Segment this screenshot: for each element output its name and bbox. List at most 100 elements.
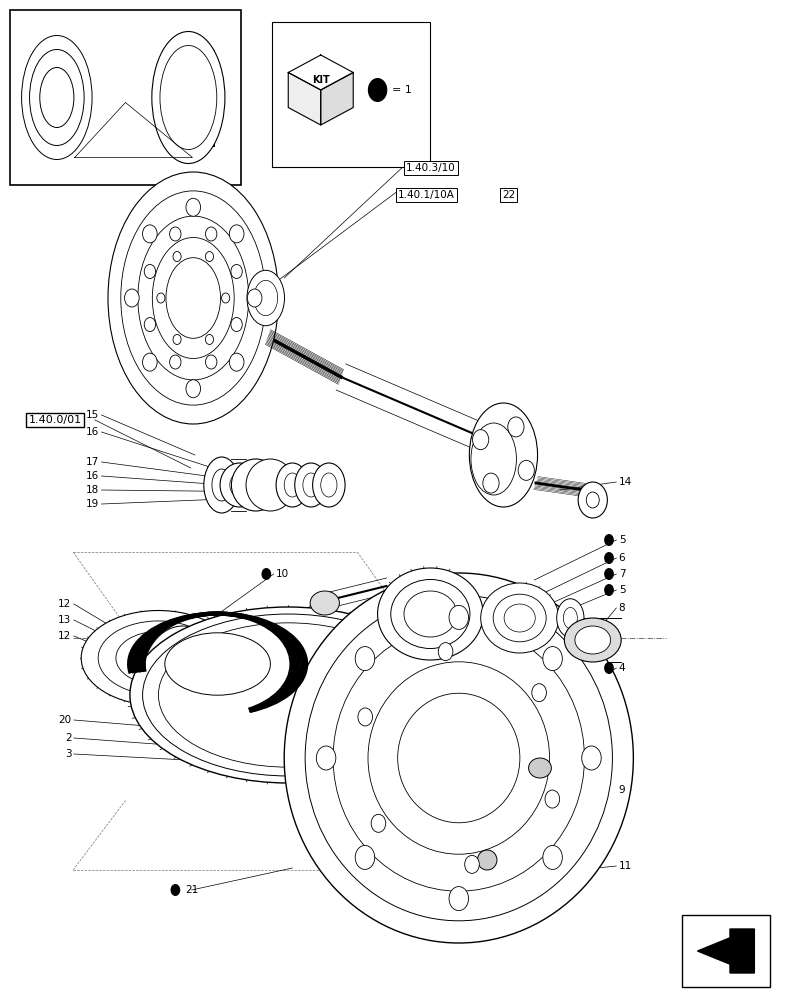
Circle shape bbox=[603, 552, 613, 564]
Circle shape bbox=[205, 227, 217, 241]
Text: 2: 2 bbox=[65, 733, 71, 743]
Circle shape bbox=[448, 605, 468, 629]
Text: 15: 15 bbox=[86, 410, 99, 420]
Polygon shape bbox=[697, 929, 753, 973]
Bar bbox=[169, 49, 214, 145]
Ellipse shape bbox=[564, 618, 620, 662]
Text: 22: 22 bbox=[501, 190, 514, 200]
Text: = 1: = 1 bbox=[392, 85, 411, 95]
Ellipse shape bbox=[492, 594, 546, 642]
Ellipse shape bbox=[142, 626, 223, 734]
Circle shape bbox=[316, 746, 336, 770]
Ellipse shape bbox=[563, 607, 577, 629]
Ellipse shape bbox=[152, 31, 225, 163]
Circle shape bbox=[354, 845, 374, 869]
Ellipse shape bbox=[81, 610, 235, 706]
Ellipse shape bbox=[294, 463, 327, 507]
Circle shape bbox=[144, 264, 156, 278]
Ellipse shape bbox=[586, 492, 599, 508]
Text: 14: 14 bbox=[618, 477, 631, 487]
Circle shape bbox=[603, 568, 613, 580]
Ellipse shape bbox=[276, 463, 308, 507]
Ellipse shape bbox=[108, 172, 278, 424]
Circle shape bbox=[507, 417, 523, 437]
Text: 19: 19 bbox=[86, 499, 99, 509]
Circle shape bbox=[143, 353, 157, 371]
Circle shape bbox=[221, 293, 230, 303]
Bar bbox=[681, 915, 769, 987]
Ellipse shape bbox=[528, 758, 551, 778]
Circle shape bbox=[543, 845, 562, 869]
Bar bbox=[169, 49, 214, 145]
Text: 18: 18 bbox=[86, 485, 99, 495]
Ellipse shape bbox=[231, 459, 280, 511]
Text: 5: 5 bbox=[618, 535, 624, 545]
Text: 6: 6 bbox=[618, 553, 624, 563]
Ellipse shape bbox=[220, 463, 259, 507]
Circle shape bbox=[205, 355, 217, 369]
Ellipse shape bbox=[212, 469, 231, 501]
Circle shape bbox=[603, 584, 613, 596]
Ellipse shape bbox=[230, 473, 249, 497]
Circle shape bbox=[173, 252, 181, 262]
Ellipse shape bbox=[404, 591, 456, 637]
Ellipse shape bbox=[303, 473, 319, 497]
Text: 1.40.3/10: 1.40.3/10 bbox=[406, 163, 455, 173]
Ellipse shape bbox=[574, 626, 610, 654]
Polygon shape bbox=[320, 73, 353, 125]
Circle shape bbox=[169, 355, 181, 369]
Circle shape bbox=[448, 887, 468, 911]
Text: KIT: KIT bbox=[311, 75, 329, 85]
Ellipse shape bbox=[152, 238, 234, 358]
Ellipse shape bbox=[98, 621, 218, 695]
Ellipse shape bbox=[158, 623, 418, 767]
Ellipse shape bbox=[143, 614, 433, 776]
Circle shape bbox=[157, 293, 165, 303]
Circle shape bbox=[186, 380, 200, 398]
Circle shape bbox=[438, 643, 453, 661]
Ellipse shape bbox=[116, 631, 200, 685]
Ellipse shape bbox=[284, 573, 633, 943]
Circle shape bbox=[371, 814, 385, 832]
Ellipse shape bbox=[165, 633, 270, 695]
Circle shape bbox=[247, 289, 262, 307]
Ellipse shape bbox=[160, 45, 217, 149]
Circle shape bbox=[229, 353, 243, 371]
Circle shape bbox=[367, 78, 387, 102]
Circle shape bbox=[517, 460, 534, 480]
Ellipse shape bbox=[254, 280, 277, 316]
Ellipse shape bbox=[310, 591, 339, 615]
Ellipse shape bbox=[305, 595, 611, 921]
Circle shape bbox=[124, 289, 139, 307]
Ellipse shape bbox=[160, 631, 326, 729]
Circle shape bbox=[144, 318, 156, 332]
Ellipse shape bbox=[577, 482, 607, 518]
Ellipse shape bbox=[284, 473, 300, 497]
Ellipse shape bbox=[333, 625, 584, 891]
Circle shape bbox=[143, 225, 157, 243]
Text: 12: 12 bbox=[58, 631, 71, 641]
Ellipse shape bbox=[469, 403, 537, 507]
Circle shape bbox=[170, 884, 180, 896]
Text: 16: 16 bbox=[86, 471, 99, 481]
Circle shape bbox=[544, 790, 559, 808]
Ellipse shape bbox=[246, 459, 294, 511]
Circle shape bbox=[603, 662, 613, 674]
Polygon shape bbox=[288, 73, 320, 125]
Ellipse shape bbox=[320, 473, 337, 497]
Text: 4: 4 bbox=[618, 663, 624, 673]
Text: 5: 5 bbox=[618, 585, 624, 595]
Ellipse shape bbox=[477, 850, 496, 870]
Circle shape bbox=[229, 225, 243, 243]
Circle shape bbox=[186, 198, 200, 216]
Circle shape bbox=[205, 252, 213, 262]
Text: 11: 11 bbox=[618, 861, 631, 871]
Ellipse shape bbox=[480, 583, 558, 653]
Ellipse shape bbox=[204, 457, 239, 513]
Ellipse shape bbox=[142, 620, 345, 740]
Ellipse shape bbox=[247, 270, 284, 326]
Circle shape bbox=[261, 568, 271, 580]
Circle shape bbox=[531, 684, 546, 702]
Ellipse shape bbox=[397, 693, 519, 823]
Text: 21: 21 bbox=[185, 885, 198, 895]
